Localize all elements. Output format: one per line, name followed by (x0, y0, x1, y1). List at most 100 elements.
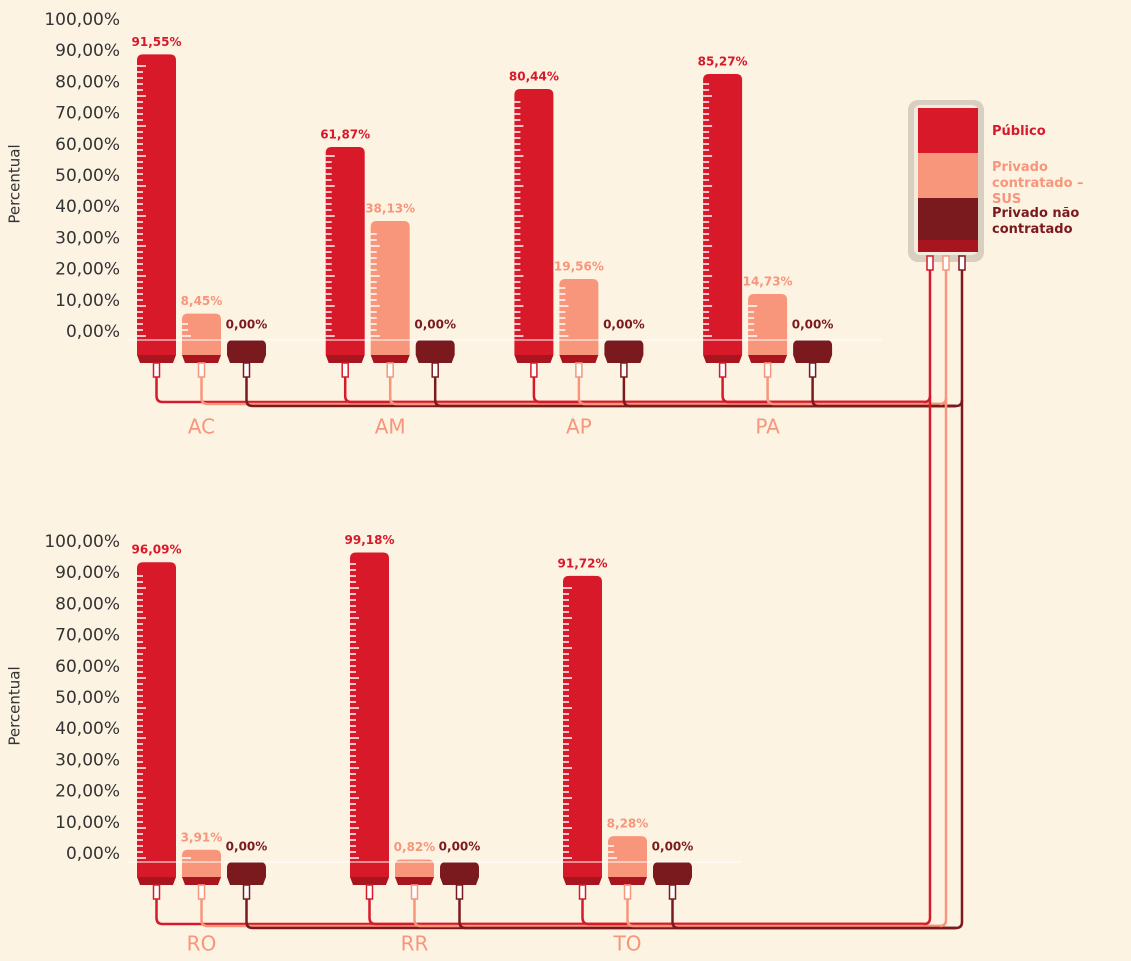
value-label: 3,91% (181, 830, 223, 844)
bar (514, 89, 554, 356)
tube-connector (341, 362, 349, 378)
bar (563, 575, 602, 877)
bar-base (227, 355, 266, 363)
bar (227, 340, 266, 355)
value-label: 91,72% (558, 556, 608, 570)
legend-cap (918, 240, 978, 252)
tube (766, 377, 940, 406)
x-tick-label: RO (187, 932, 217, 956)
bar-base (350, 877, 389, 885)
y-tick-label: 50,00% (55, 688, 120, 708)
y-tick-label: 60,00% (55, 657, 120, 677)
tube (721, 377, 924, 404)
y-tick-label: 80,00% (55, 72, 120, 92)
tube (939, 397, 948, 406)
tube-connector (242, 884, 251, 900)
tube-connector (152, 884, 161, 900)
tube-connector (455, 884, 464, 900)
bar-base (703, 355, 743, 363)
bar (653, 862, 692, 877)
bar (325, 146, 365, 355)
y-tick-label: 70,00% (55, 104, 120, 124)
y-tick-label: 60,00% (55, 135, 120, 155)
tube (811, 377, 956, 408)
bar (395, 859, 434, 877)
y-tick-label: 80,00% (55, 594, 120, 614)
value-label: 99,18% (345, 533, 395, 547)
legend-swatch (918, 108, 978, 153)
bar-base (793, 355, 833, 363)
tube-connector (668, 884, 677, 900)
tube-connector (958, 255, 966, 271)
bar (608, 836, 647, 877)
bar-base (395, 877, 434, 885)
tube-connector (530, 362, 538, 378)
tube-connector (410, 884, 419, 900)
legend-swatch (918, 153, 978, 198)
bar-base (440, 877, 479, 885)
value-label: 80,44% (509, 70, 559, 84)
value-label: 19,56% (554, 259, 604, 273)
bar-base (514, 355, 554, 363)
value-label: 96,09% (132, 543, 182, 557)
bar (415, 340, 455, 355)
value-label: 0,00% (603, 318, 645, 332)
y-tick-label: 90,00% (55, 41, 120, 61)
y-tick-label: 50,00% (55, 166, 120, 186)
tube (413, 899, 940, 928)
x-tick-label: AP (566, 415, 592, 439)
tube (343, 377, 924, 404)
tube (245, 377, 956, 408)
tube (955, 399, 964, 408)
tube (622, 377, 956, 408)
tube-connector (926, 255, 934, 271)
tube (955, 262, 964, 930)
tube (245, 899, 956, 930)
value-label: 0,82% (394, 840, 436, 854)
tube-connector (623, 884, 632, 900)
tube (200, 377, 940, 406)
value-label: 0,00% (414, 318, 456, 332)
value-label: 85,27% (698, 54, 748, 68)
bar-base (563, 877, 602, 885)
legend-swatch (918, 198, 978, 240)
tube-connector (197, 362, 206, 378)
tube-connector (575, 362, 583, 378)
tube-connector (808, 362, 817, 378)
bar-base (137, 877, 176, 885)
value-label: 0,00% (226, 318, 268, 332)
value-label: 8,45% (181, 294, 223, 308)
tube-connector (365, 884, 374, 900)
tube (433, 377, 956, 408)
bar (440, 862, 479, 877)
y-tick-label: 10,00% (55, 291, 120, 311)
tube (368, 899, 924, 926)
tube (388, 377, 940, 406)
value-label: 0,00% (226, 840, 268, 854)
tube-connector (718, 362, 727, 378)
tube (939, 262, 948, 928)
bar-base (608, 877, 647, 885)
bar (182, 313, 221, 355)
tube-connector (942, 255, 950, 271)
tube-connector (431, 362, 439, 378)
bar-base (182, 877, 221, 885)
y-tick-label: 20,00% (55, 782, 120, 802)
y-tick-label: 70,00% (55, 626, 120, 646)
tube-connector (386, 362, 394, 378)
bar-base (370, 355, 410, 363)
value-label: 0,00% (652, 840, 694, 854)
tube-connector (197, 884, 206, 900)
value-label: 0,00% (439, 840, 481, 854)
tube-connector (152, 362, 161, 378)
tube-connector (620, 362, 628, 378)
x-tick-label: RR (401, 932, 429, 956)
bar (793, 340, 833, 355)
bar-base (748, 355, 788, 363)
legend-label: Privado não contratado (992, 206, 1080, 237)
bar-base (653, 877, 692, 885)
tube (923, 262, 932, 926)
bar (604, 340, 644, 355)
bar-base (415, 355, 455, 363)
